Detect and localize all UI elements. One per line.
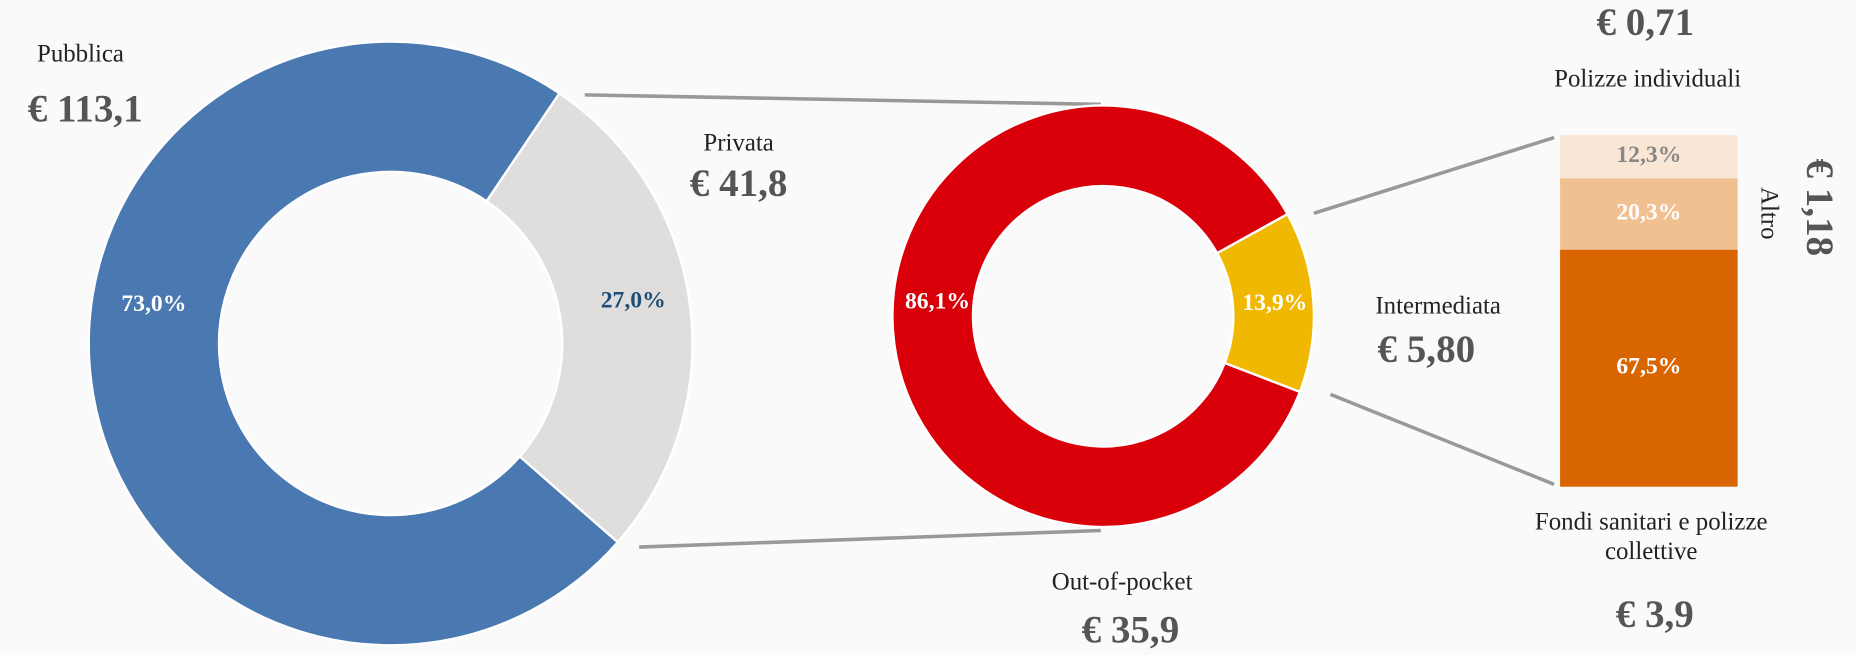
percent-label: 27,0% [601, 287, 666, 313]
amount-label: € 41,8 [690, 162, 788, 205]
donut-slice [87, 40, 620, 647]
category-label-box: Fondi sanitari e polizze collettive [1534, 506, 1768, 566]
percent-label: 86,1% [905, 289, 970, 315]
amount-label: € 113,1 [28, 88, 143, 131]
connector [584, 93, 1101, 107]
category-label: Pubblica [37, 41, 124, 68]
amount-label: € 1,18 [1798, 159, 1841, 257]
category-label: Intermediata [1375, 293, 1501, 320]
category-label: Polizze individuali [1554, 64, 1742, 93]
connector [1313, 135, 1555, 215]
percent-label: 12,3% [1616, 142, 1681, 168]
percent-label: 73,0% [121, 291, 186, 317]
percent-label: 20,3% [1616, 199, 1681, 225]
category-label: Altro [1756, 187, 1783, 239]
category-label: Fondi sanitari e polizze collettive [1534, 506, 1768, 566]
donut-slice [891, 104, 1302, 529]
amount-label: € 5,80 [1378, 328, 1476, 371]
amount-label: € 0,71 [1596, 1, 1694, 44]
donut-slice [484, 91, 694, 544]
category-label-box: Polizze individuali [1554, 64, 1742, 93]
connector [639, 528, 1101, 549]
connector [1329, 392, 1555, 486]
category-label: Privata [703, 129, 773, 156]
bar-segment [1560, 178, 1738, 250]
bar-segment [1560, 135, 1738, 179]
percent-label: 67,5% [1616, 354, 1681, 380]
category-label: Out-of-pocket [1052, 568, 1193, 595]
percent-label: 13,9% [1242, 290, 1307, 316]
amount-label: € 35,9 [1082, 608, 1180, 651]
amount-label: € 3,9 [1616, 593, 1694, 636]
bar-segment [1560, 249, 1738, 487]
